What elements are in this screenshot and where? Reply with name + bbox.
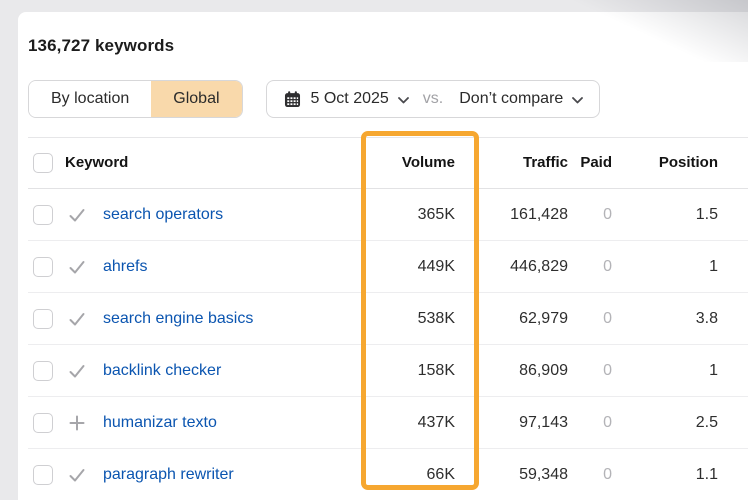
volume-value: 449K	[417, 257, 455, 275]
keyword-link[interactable]: paragraph rewriter	[103, 465, 234, 483]
keyword-link[interactable]: backlink checker	[103, 361, 222, 379]
table-row: paragraph rewriter 66K 59,348 0 1.1	[28, 449, 748, 500]
select-all-checkbox[interactable]	[33, 153, 53, 173]
scope-toggle: By location Global	[28, 80, 243, 118]
compare-trigger[interactable]: Don’t compare	[459, 90, 584, 108]
check-icon	[67, 465, 87, 485]
paid-value: 0	[603, 413, 612, 431]
keyword-link[interactable]: search operators	[103, 205, 224, 223]
position-value: 1.1	[695, 465, 718, 483]
check-icon	[67, 205, 87, 225]
volume-value: 66K	[426, 465, 455, 483]
check-icon	[67, 361, 87, 381]
date-range-picker: 5 Oct 2025 vs. Don’t compare	[265, 80, 601, 118]
date-trigger[interactable]: 5 Oct 2025	[283, 90, 409, 109]
volume-value: 365K	[417, 205, 455, 223]
paid-value: 0	[603, 465, 612, 483]
column-header-traffic[interactable]: Traffic	[522, 154, 568, 171]
position-value: 3.8	[695, 309, 718, 327]
column-header-paid[interactable]: Paid	[580, 154, 612, 171]
calendar-icon	[283, 90, 302, 109]
toolbar: By location Global	[28, 80, 748, 118]
row-checkbox[interactable]	[33, 256, 53, 277]
traffic-value: 62,979	[519, 309, 568, 327]
row-checkbox[interactable]	[33, 308, 53, 329]
keyword-link[interactable]: humanizar texto	[103, 413, 217, 431]
plus-icon[interactable]	[67, 414, 87, 432]
volume-value: 158K	[417, 361, 455, 379]
paid-value: 0	[603, 309, 612, 327]
table-header-row: Keyword Volume Traffic Paid Position	[28, 138, 748, 189]
column-header-volume[interactable]: Volume	[401, 154, 455, 171]
position-value: 1.5	[695, 205, 718, 223]
chevron-down-icon	[572, 96, 584, 104]
row-checkbox[interactable]	[33, 412, 53, 433]
column-header-keyword[interactable]: Keyword	[65, 154, 129, 171]
table-row: backlink checker 158K 86,909 0 1	[28, 345, 748, 397]
table-row: humanizar texto 437K 97,143 0 2.5	[28, 397, 748, 449]
traffic-value: 446,829	[510, 257, 568, 275]
table-row: search operators 365K 161,428 0 1.5	[28, 189, 748, 241]
paid-value: 0	[603, 205, 612, 223]
column-header-position[interactable]: Position	[658, 154, 718, 171]
position-value: 1	[709, 361, 718, 379]
table-row: ahrefs 449K 446,829 0 1	[28, 241, 748, 293]
keywords-count: 136,727 keywords	[28, 36, 175, 55]
row-checkbox[interactable]	[33, 464, 53, 485]
paid-value: 0	[603, 257, 612, 275]
table-row: search engine basics 538K 62,979 0 3.8	[28, 293, 748, 345]
row-checkbox[interactable]	[33, 360, 53, 381]
keyword-link[interactable]: search engine basics	[103, 309, 254, 327]
keyword-table: Keyword Volume Traffic Paid Position sea…	[28, 137, 748, 500]
traffic-value: 161,428	[510, 205, 568, 223]
selected-date: 5 Oct 2025	[310, 90, 389, 107]
volume-value: 437K	[417, 413, 455, 431]
check-icon	[67, 257, 87, 277]
row-checkbox[interactable]	[33, 204, 53, 225]
chevron-down-icon	[397, 96, 409, 104]
volume-value: 538K	[417, 309, 455, 327]
position-value: 1	[709, 257, 718, 275]
paid-value: 0	[603, 361, 612, 379]
global-button[interactable]: Global	[151, 81, 242, 117]
traffic-value: 59,348	[519, 465, 568, 483]
traffic-value: 97,143	[519, 413, 568, 431]
position-value: 2.5	[695, 413, 718, 431]
keywords-panel: 136,727 keywords By location Global	[18, 12, 748, 500]
compare-mode: Don’t compare	[459, 90, 564, 107]
keyword-link[interactable]: ahrefs	[103, 257, 148, 275]
traffic-value: 86,909	[519, 361, 568, 379]
check-icon	[67, 309, 87, 329]
vs-label: vs.	[422, 90, 444, 107]
by-location-button[interactable]: By location	[29, 81, 152, 117]
